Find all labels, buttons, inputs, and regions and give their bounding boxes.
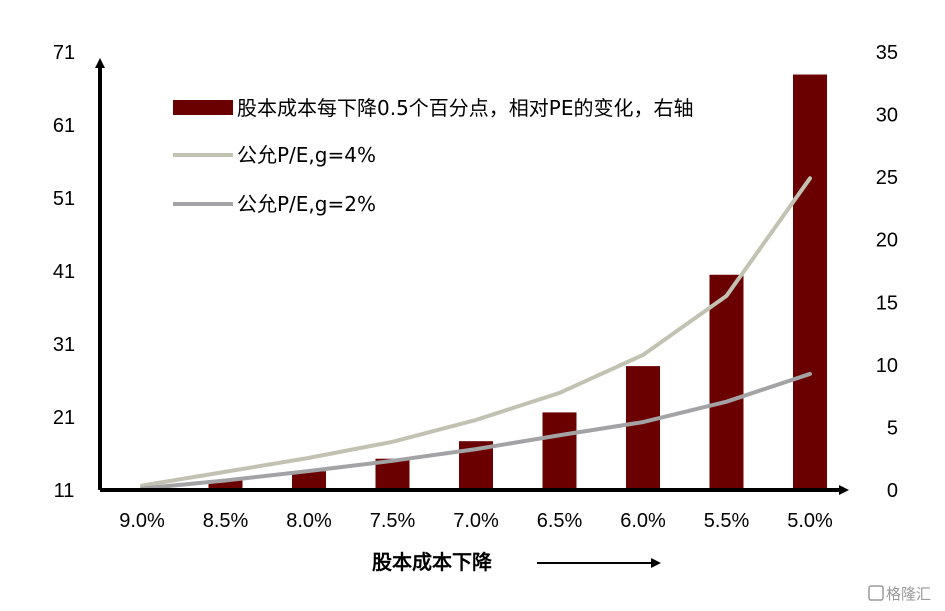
bar-1 [208,479,243,490]
x-axis-ticks: 9.0% 8.5% 8.0% 7.5% 7.0% 6.5% 6.0% 5.5% 5.0% [119,510,833,532]
bar-7 [709,274,744,490]
line-2 [140,371,812,491]
x-axis-title: 股本成本下降 [372,550,493,574]
x-tick-1: 8.5% [203,510,249,532]
watermark: 格隆汇 [868,585,931,603]
left-tick-3: 41 [53,261,75,283]
right-tick-0: 0 [887,480,898,502]
x-tick-5: 6.5% [537,510,583,532]
right-tick-2: 10 [876,355,898,377]
left-tick-5: 61 [53,115,75,137]
left-tick-2: 31 [53,334,75,356]
watermark-text: 格隆汇 [886,585,931,603]
right-tick-1: 5 [887,417,898,439]
x-tick-4: 7.0% [453,510,499,532]
right-tick-4: 20 [876,230,898,252]
x-tick-2: 8.0% [286,510,332,532]
legend-label-g4: 公允P/E,g=4% [237,143,376,167]
left-tick-6: 71 [53,42,75,64]
bar-5 [542,412,577,490]
legend-label-g2: 公允P/E,g=2% [237,192,376,216]
left-axis-ticks: 11 21 31 41 51 61 71 [53,42,75,502]
line-series [140,176,812,491]
legend-label-bar: 股本成本每下降0.5个百分点，相对PE的变化，右轴 [237,96,694,120]
x-tick-7: 5.5% [704,510,750,532]
right-tick-5: 25 [876,167,898,189]
left-tick-1: 21 [53,407,75,429]
right-tick-3: 15 [876,292,898,314]
x-tick-6: 6.0% [620,510,666,532]
left-tick-4: 51 [53,188,75,210]
x-tick-0: 9.0% [119,510,165,532]
x-tick-8: 5.0% [787,510,833,532]
left-tick-0: 11 [54,480,75,502]
watermark-logo-icon [868,585,884,601]
bar-8 [793,74,827,491]
right-axis-ticks: 0 5 10 15 20 25 30 35 [876,42,898,502]
bar-6 [626,366,660,490]
line-1 [140,176,812,488]
bar-2 [292,471,326,490]
x-tick-3: 7.5% [370,510,416,532]
right-tick-6: 30 [876,105,898,127]
legend: 股本成本每下降0.5个百分点，相对PE的变化，右轴 公允P/E,g=4% 公允P… [173,96,694,216]
legend-swatch-bar [173,100,233,115]
right-tick-7: 35 [876,42,898,64]
